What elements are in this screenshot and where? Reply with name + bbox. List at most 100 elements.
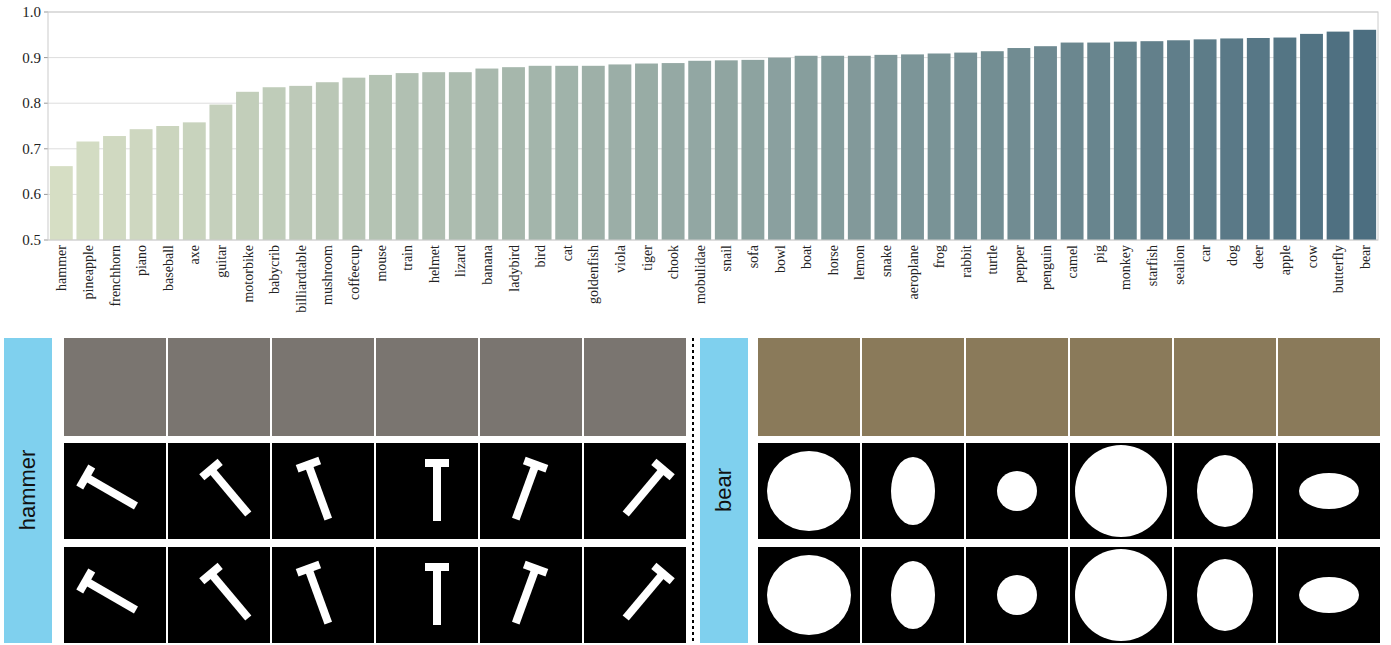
bar — [103, 136, 126, 240]
mask-shape — [1197, 559, 1253, 631]
mask — [1070, 547, 1172, 643]
bar — [635, 64, 658, 240]
photo-placeholder — [272, 338, 374, 436]
panel-label: bear — [711, 468, 736, 512]
bar — [768, 58, 791, 240]
mask-shape — [199, 563, 223, 585]
mask-shape — [433, 565, 441, 625]
mask — [1278, 547, 1380, 643]
mask — [272, 443, 374, 539]
mask — [862, 547, 964, 643]
bars — [50, 30, 1376, 240]
category-label: car — [1198, 245, 1213, 262]
bar — [342, 78, 365, 240]
bar — [529, 66, 552, 240]
mask — [966, 547, 1068, 643]
mask-shape — [623, 569, 668, 620]
mask-shape — [623, 465, 668, 516]
category-label: starfish — [1145, 245, 1160, 286]
category-label: monkey — [1118, 245, 1133, 290]
mask-shape — [997, 471, 1037, 511]
mask — [376, 443, 478, 539]
mask-shape — [512, 565, 540, 624]
bar — [954, 53, 977, 240]
category-label: ladybird — [507, 245, 522, 292]
photo-placeholder — [758, 338, 860, 436]
bar — [1300, 34, 1323, 240]
mask — [1070, 443, 1172, 539]
mask-shape — [651, 563, 675, 585]
bar — [502, 67, 525, 240]
bar — [1167, 40, 1190, 240]
mask-shape — [82, 577, 138, 614]
mask — [758, 443, 860, 539]
tick-label: 1.0 — [22, 4, 41, 20]
category-label: bowl — [773, 245, 788, 273]
category-label: piano — [134, 245, 149, 276]
divider — [692, 338, 694, 643]
tick-label: 0.9 — [22, 50, 41, 66]
panel-label: hammer — [15, 450, 40, 531]
mask-shape — [296, 457, 321, 473]
bar — [928, 53, 951, 240]
mask-shape — [433, 461, 441, 521]
bar — [662, 63, 685, 240]
figure: 0.50.60.70.80.91.0hammerpineapplefrenchh… — [0, 0, 1391, 645]
category-label: penguin — [1039, 245, 1054, 290]
category-label: snail — [719, 245, 734, 272]
tick-mark — [44, 194, 48, 195]
mask-shape — [425, 563, 449, 571]
bar — [1007, 48, 1030, 240]
mask-shape — [767, 555, 851, 635]
category-label: mouse — [374, 245, 389, 282]
photo-placeholder — [1278, 338, 1380, 436]
category-label: mushroom — [320, 245, 335, 305]
bar — [156, 126, 179, 240]
mask-shape — [76, 569, 95, 594]
bar — [1273, 38, 1296, 240]
category-label: turtle — [985, 245, 1000, 275]
mask — [862, 443, 964, 539]
bar — [369, 75, 392, 240]
bar — [289, 86, 312, 240]
photo-placeholder — [1174, 338, 1276, 436]
mask — [376, 547, 478, 643]
photo-placeholder — [584, 338, 686, 436]
tick-label: 0.8 — [22, 95, 41, 111]
mask-shape — [304, 565, 332, 624]
category-label: viola — [613, 244, 628, 273]
category-label: snake — [879, 245, 894, 277]
bar — [183, 122, 206, 240]
category-label: butterfly — [1331, 245, 1346, 293]
category-label: coffeecup — [347, 245, 362, 300]
mask — [168, 443, 270, 539]
mask — [758, 547, 860, 643]
bar — [50, 166, 73, 240]
mask-shape — [76, 465, 95, 490]
mask — [64, 443, 166, 539]
category-label: aeroplane — [906, 245, 921, 299]
bar — [555, 66, 578, 240]
mask-shape — [199, 459, 223, 481]
category-label: sealion — [1172, 245, 1187, 285]
category-label: motorbike — [241, 245, 256, 303]
tick-mark — [44, 57, 48, 58]
tick-mark — [44, 148, 48, 149]
mask — [966, 443, 1068, 539]
category-label: hammer — [54, 245, 69, 291]
category-label: deer — [1251, 245, 1266, 269]
category-label: boat — [799, 245, 814, 269]
bar — [688, 61, 711, 240]
bar — [821, 56, 844, 240]
category-label: pepper — [1012, 245, 1027, 283]
mask — [480, 443, 582, 539]
category-label: banana — [480, 244, 495, 284]
bar — [316, 82, 339, 240]
mask-shape — [207, 569, 252, 620]
mask-shape — [1197, 455, 1253, 527]
mask-shape — [425, 459, 449, 467]
photo-placeholder — [966, 338, 1068, 436]
category-label: train — [400, 245, 415, 271]
mask — [272, 547, 374, 643]
category-label: cat — [560, 245, 575, 261]
